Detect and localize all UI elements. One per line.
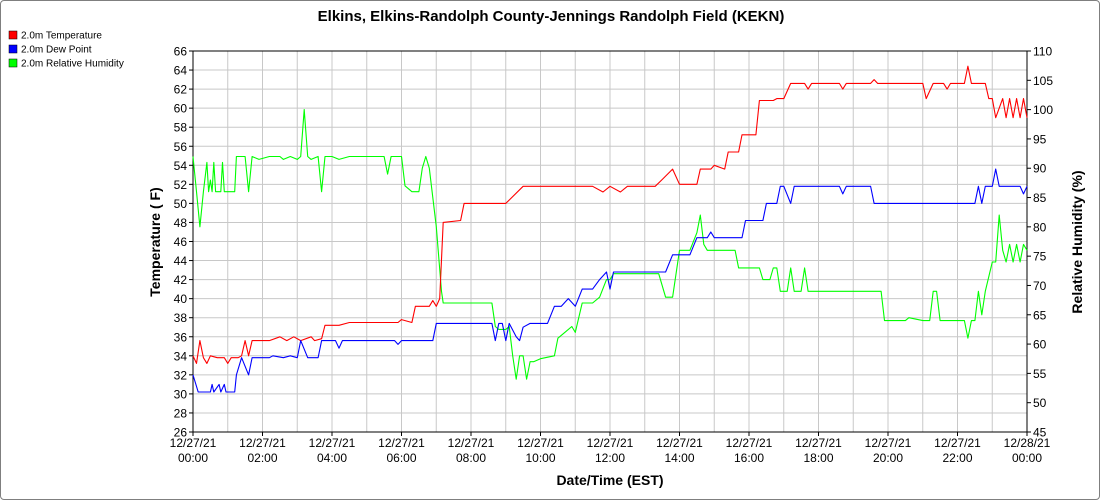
y-tick-label: 48 [174,216,188,230]
y-tick-label: 62 [174,83,188,97]
gridlines [192,50,1028,433]
y-tick-label: 46 [174,235,188,249]
x-tick-label-time: 00:00 [178,451,208,465]
y2-tick-label: 90 [1033,162,1047,176]
y2-tick-label: 65 [1033,308,1047,322]
x-tick-label-time: 18:00 [803,451,833,465]
x-tick-label-time: 20:00 [873,451,903,465]
y2-tick-label: 85 [1033,191,1047,205]
y-tick-label: 58 [174,121,188,135]
x-tick-label-time: 14:00 [664,451,694,465]
y2-tick-label: 55 [1033,367,1047,381]
x-tick-label-time: 12:00 [595,451,625,465]
y-tick-label: 34 [174,349,188,363]
y-tick-label: 40 [174,292,188,306]
legend-label-dew-point: 2.0m Dew Point [21,45,92,56]
y2-tick-label: 70 [1033,279,1047,293]
y-tick-label: 26 [174,426,188,440]
y2-tick-label: 50 [1033,396,1047,410]
y-tick-label: 38 [174,311,188,325]
legend-label-relative-humidity: 2.0m Relative Humidity [21,59,124,70]
y-tick-label: 50 [174,197,188,211]
legend: 2.0m Temperature 2.0m Dew Point 2.0m Rel… [8,30,124,70]
chart-title: Elkins, Elkins-Randolph County-Jennings … [318,8,785,25]
x-tick-label-date: 12/27/21 [309,436,356,450]
legend-swatch-dew-point [8,44,18,54]
y-tick-label: 30 [174,387,188,401]
y-tick-label: 42 [174,273,188,287]
legend-label-temperature: 2.0m Temperature [21,31,102,42]
series-lines [192,65,1028,393]
y-tick-label: 52 [174,178,188,192]
y2-tick-label: 110 [1033,45,1052,59]
y2-tick-label: 60 [1033,338,1047,352]
x-tick-label-date: 12/27/21 [865,436,912,450]
y-tick-label: 54 [174,159,188,173]
y-tick-label: 32 [174,368,188,382]
y-tick-label: 36 [174,330,188,344]
relative-humidity-line [192,109,1028,380]
y-tick-label: 44 [174,254,188,268]
temperature-line [192,65,1028,364]
x-tick-label-time: 04:00 [317,451,347,465]
y-tick-label: 66 [174,45,188,59]
x-tick-label-time: 10:00 [525,451,555,465]
x-tick-label-date: 12/27/21 [934,436,981,450]
y2-axis-label: Relative Humidity (%) [1069,170,1085,313]
y2-tick-label: 45 [1033,426,1047,440]
y2-tick-label: 75 [1033,250,1047,264]
legend-swatch-relative-humidity [8,58,18,68]
y2-tick-label: 95 [1033,132,1047,146]
x-tick-label-time: 02:00 [247,451,277,465]
x-tick-label-date: 12/27/21 [239,436,286,450]
legend-swatch-temperature [8,30,18,40]
x-tick-label-date: 12/27/21 [517,436,564,450]
y-axis-label: Temperature ( F) [147,187,163,296]
x-tick-label-date: 12/27/21 [656,436,703,450]
x-tick-label-time: 22:00 [942,451,972,465]
x-tick-label-time: 00:00 [1012,451,1042,465]
x-axis-label: Date/Time (EST) [556,472,663,488]
x-tick-label-time: 06:00 [386,451,416,465]
x-tick-label-date: 12/27/21 [587,436,634,450]
x-tick-label-date: 12/27/21 [726,436,773,450]
y2-tick-label: 80 [1033,220,1047,234]
x-axis-ticks: 12/27/2100:0012/27/2102:0012/27/2104:001… [170,432,1051,465]
x-tick-label-date: 12/27/21 [795,436,842,450]
x-tick-label-date: 12/27/21 [170,436,217,450]
x-tick-label-date: 12/27/21 [448,436,495,450]
y-tick-label: 56 [174,140,188,154]
y-tick-label: 28 [174,406,188,420]
y2-tick-label: 105 [1033,74,1053,88]
x-tick-label-time: 08:00 [456,451,486,465]
x-tick-label-date: 12/28/21 [1004,436,1051,450]
y-tick-label: 60 [174,102,188,116]
y-tick-label: 64 [174,64,188,78]
y2-axis-ticks: 45 50 55 60 65 70 75 80 85 90 95 100 105 110 [1027,45,1053,440]
x-tick-label-date: 12/27/21 [378,436,425,450]
dew-point-line [192,168,1028,393]
x-tick-label-time: 16:00 [734,451,764,465]
y-axis-ticks: 26 28 30 32 34 36 38 40 42 44 46 48 50 52 54 56 58 60 62 64… [174,45,193,440]
y2-tick-label: 100 [1033,103,1053,117]
